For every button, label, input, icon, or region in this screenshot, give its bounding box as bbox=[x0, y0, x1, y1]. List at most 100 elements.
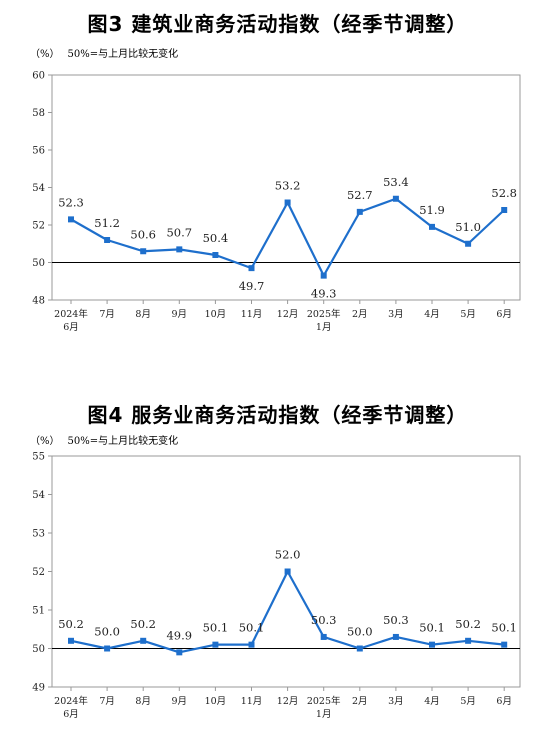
y-tick-label: 51 bbox=[32, 606, 45, 617]
data-point bbox=[465, 240, 472, 247]
x-tick-label: 10月 bbox=[205, 309, 227, 320]
x-tick-label: 5月 bbox=[460, 696, 476, 707]
data-point bbox=[429, 641, 435, 648]
x-tick-label: 2月 bbox=[352, 696, 368, 707]
y-tick-label: 53 bbox=[32, 529, 45, 540]
y-tick-label: 50 bbox=[32, 258, 45, 269]
data-label: 52.0 bbox=[275, 548, 301, 562]
x-tick-label: 12月 bbox=[277, 696, 299, 707]
data-label: 50.3 bbox=[383, 613, 409, 627]
data-point bbox=[104, 645, 111, 652]
data-label: 50.1 bbox=[419, 621, 445, 635]
y-tick-label: 58 bbox=[32, 108, 45, 119]
data-point bbox=[176, 649, 183, 656]
note-label: 50%=与上月比较无变化 bbox=[67, 436, 179, 447]
data-point bbox=[284, 568, 291, 575]
chart-services: 图4 服务业商务活动指数（经季节调整） （%） 50%=与上月比较无变化 49 50… bbox=[0, 396, 555, 744]
x-tick-label: 4月 bbox=[424, 696, 440, 707]
data-point bbox=[320, 633, 327, 640]
data-label: 52.3 bbox=[58, 195, 84, 209]
data-point bbox=[429, 223, 435, 230]
y-tick-label: 54 bbox=[32, 183, 45, 194]
data-point bbox=[68, 637, 74, 644]
data-label: 49.3 bbox=[311, 287, 337, 301]
plot-area: 49 50 51 52 53 54 55 2024年 6月 7月 8月 9月 10月 11月 12月 2025… bbox=[32, 452, 521, 720]
x-tick-label: 2024年 6月 bbox=[54, 695, 88, 720]
y-tick-label: 48 bbox=[32, 296, 45, 307]
chart-title: 图4 服务业商务活动指数（经季节调整） bbox=[87, 403, 468, 427]
data-label: 52.7 bbox=[347, 188, 373, 202]
y-tick-label: 60 bbox=[32, 71, 45, 82]
y-tick-label: 50 bbox=[32, 644, 45, 655]
data-point bbox=[248, 265, 255, 272]
data-label: 50.0 bbox=[94, 625, 120, 639]
data-point bbox=[320, 272, 327, 279]
data-point bbox=[176, 246, 183, 253]
data-point bbox=[465, 637, 472, 644]
data-label: 49.9 bbox=[166, 628, 192, 642]
x-tick-label: 3月 bbox=[388, 696, 404, 707]
data-label: 50.1 bbox=[203, 621, 229, 635]
data-label: 50.1 bbox=[239, 621, 265, 635]
x-tick-label: 3月 bbox=[388, 309, 404, 320]
x-tick-label: 2月 bbox=[352, 309, 368, 320]
x-tick-label: 2024年 6月 bbox=[54, 308, 88, 333]
y-tick-label: 56 bbox=[32, 146, 45, 157]
data-point bbox=[68, 216, 74, 223]
data-point bbox=[140, 637, 147, 644]
data-label: 53.4 bbox=[383, 175, 409, 189]
y-tick-label: 55 bbox=[32, 452, 45, 463]
data-point bbox=[284, 199, 291, 206]
x-tick-label: 12月 bbox=[277, 309, 299, 320]
x-tick-label: 10月 bbox=[205, 696, 227, 707]
x-tick-label: 7月 bbox=[99, 696, 115, 707]
data-label: 53.2 bbox=[275, 179, 301, 193]
data-label: 52.8 bbox=[491, 186, 517, 200]
x-tick-label: 11月 bbox=[241, 309, 263, 320]
data-label: 50.6 bbox=[130, 227, 156, 241]
data-point bbox=[248, 641, 255, 648]
data-point bbox=[501, 207, 508, 213]
data-label: 50.2 bbox=[58, 617, 84, 631]
data-point bbox=[356, 645, 363, 652]
x-tick-label: 7月 bbox=[99, 309, 115, 320]
y-tick-label: 52 bbox=[32, 221, 45, 232]
data-point bbox=[392, 195, 399, 202]
data-point bbox=[212, 641, 219, 648]
data-point bbox=[104, 237, 111, 243]
unit-label: （%） bbox=[30, 436, 60, 447]
x-tick-label: 11月 bbox=[241, 696, 263, 707]
series-line bbox=[70, 570, 505, 654]
x-tick-label: 2025年 1月 bbox=[307, 308, 341, 333]
data-point bbox=[356, 208, 363, 215]
chart-construction: 图3 建筑业商务活动指数（经季节调整） （%） 50%=与上月比较无变化 48 50… bbox=[30, 12, 521, 333]
data-label: 51.0 bbox=[455, 220, 481, 234]
unit-note: （%） 50%=与上月比较无变化 bbox=[30, 432, 178, 447]
x-tick-label: 6月 bbox=[496, 696, 512, 707]
note-label: 50%=与上月比较无变化 bbox=[67, 49, 179, 60]
data-point bbox=[140, 248, 147, 255]
data-label: 51.2 bbox=[94, 216, 120, 230]
data-label: 49.7 bbox=[239, 279, 265, 293]
data-label: 50.3 bbox=[311, 613, 337, 627]
x-tick-label: 2025年 1月 bbox=[307, 695, 341, 720]
x-tick-label: 8月 bbox=[135, 696, 151, 707]
y-tick-label: 54 bbox=[32, 490, 45, 501]
x-tick-label: 4月 bbox=[424, 309, 440, 320]
data-label: 50.4 bbox=[203, 231, 229, 245]
x-tick-label: 5月 bbox=[460, 309, 476, 320]
unit-label: （%） bbox=[30, 49, 60, 60]
y-tick-label: 52 bbox=[32, 567, 45, 578]
data-label: 50.1 bbox=[491, 621, 517, 635]
data-label: 51.9 bbox=[419, 203, 445, 217]
data-point bbox=[212, 252, 219, 258]
data-point bbox=[392, 633, 399, 640]
y-tick-label: 49 bbox=[32, 683, 45, 694]
x-tick-label: 8月 bbox=[135, 309, 151, 320]
data-point bbox=[501, 641, 508, 648]
x-tick-label: 6月 bbox=[496, 309, 512, 320]
plot-area: 48 50 52 54 56 58 60 2024年 6月 7月 8月 9月 10月 11月 12月 2025… bbox=[32, 71, 521, 333]
chart-title: 图3 建筑业商务活动指数（经季节调整） bbox=[87, 12, 468, 36]
data-label: 50.2 bbox=[130, 617, 156, 631]
x-tick-label: 9月 bbox=[172, 309, 188, 320]
